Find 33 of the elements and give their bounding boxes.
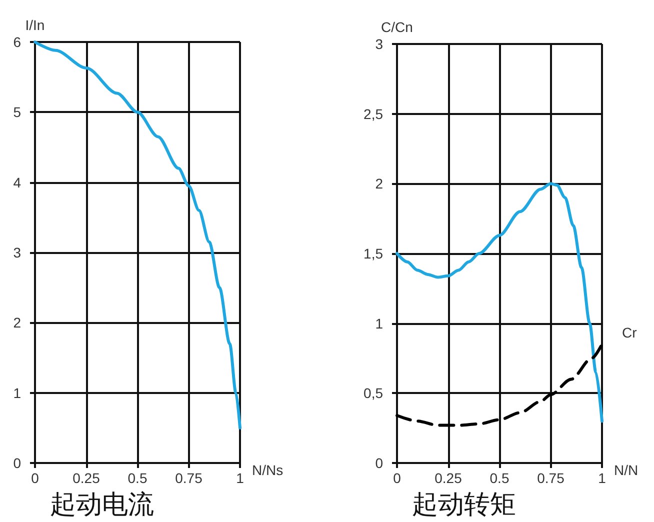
- y-axis-title: C/Cn: [381, 19, 413, 35]
- x-tick-label: 0.75: [175, 470, 203, 486]
- y-tick-label: 2: [13, 314, 22, 331]
- y-tick-label: 2: [375, 176, 384, 192]
- x-tick-label: 0: [31, 470, 40, 486]
- y-tick-label: 3: [375, 36, 384, 52]
- series-label: Cr: [622, 324, 638, 340]
- y-tick-label: 4: [13, 174, 22, 190]
- x-tick-label: 1: [236, 470, 244, 486]
- y-tick-label: 3: [13, 244, 22, 260]
- text: 起动转矩: [412, 489, 516, 519]
- x-axis-title: N/N: [614, 462, 638, 478]
- y-tick-label: 0: [375, 455, 384, 471]
- y-tick-label: 0,5: [364, 385, 384, 402]
- y-tick-label: 1: [375, 315, 384, 332]
- x-tick-label: 1: [598, 470, 606, 486]
- x-tick-label: 0.75: [537, 470, 565, 486]
- y-tick-label: 2,5: [364, 106, 384, 122]
- text: 起动电流: [50, 489, 154, 519]
- y-axis-title: I/In: [25, 17, 45, 33]
- line-series: [396, 182, 604, 423]
- x-tick-label: 0: [393, 470, 402, 486]
- line-series: [396, 342, 604, 427]
- y-tick-label: 1: [13, 384, 22, 401]
- x-tick-label: 0.5: [490, 470, 510, 486]
- y-tick-label: 6: [13, 34, 22, 50]
- x-tick-label: 0.25: [434, 470, 462, 486]
- y-tick-label: 5: [13, 104, 22, 120]
- x-tick-label: 0.25: [72, 470, 100, 486]
- x-axis-title: N/Ns: [252, 462, 284, 478]
- y-tick-label: 0: [13, 455, 22, 471]
- x-tick-label: 0.5: [128, 470, 148, 486]
- y-tick-label: 1,5: [364, 246, 384, 262]
